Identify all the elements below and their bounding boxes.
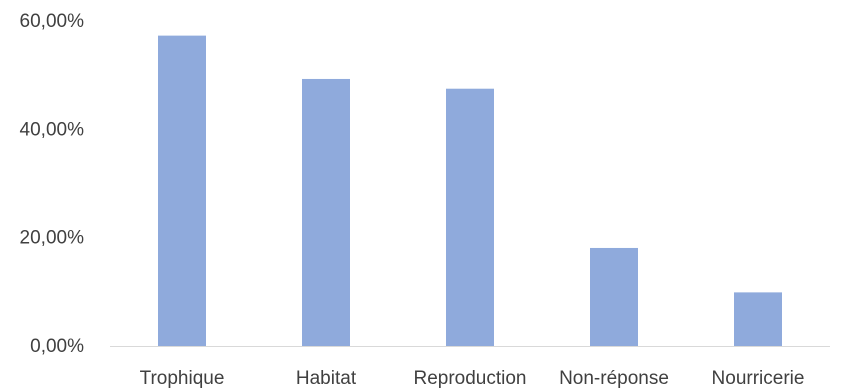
bar — [158, 35, 206, 346]
x-tick-label: Nourricerie — [712, 368, 805, 388]
x-tick-label: Habitat — [296, 368, 357, 388]
x-tick-label: Trophique — [140, 368, 225, 388]
bar — [302, 78, 350, 346]
x-tick-label: Reproduction — [413, 368, 526, 388]
y-tick-label: 60,00% — [20, 11, 85, 32]
bar — [590, 247, 638, 346]
bar — [446, 88, 494, 346]
x-axis: Trophique Habitat Reproduction Non-réponse N… — [140, 368, 805, 388]
y-axis: 0,00% 20,00% 40,00% 60,00% — [20, 11, 85, 357]
y-tick-label: 40,00% — [20, 119, 85, 140]
bars-group — [158, 35, 782, 346]
y-tick-label: 0,00% — [30, 336, 84, 357]
y-tick-label: 20,00% — [20, 228, 85, 249]
x-tick-label: Non-réponse — [559, 368, 669, 388]
bar — [734, 292, 782, 346]
